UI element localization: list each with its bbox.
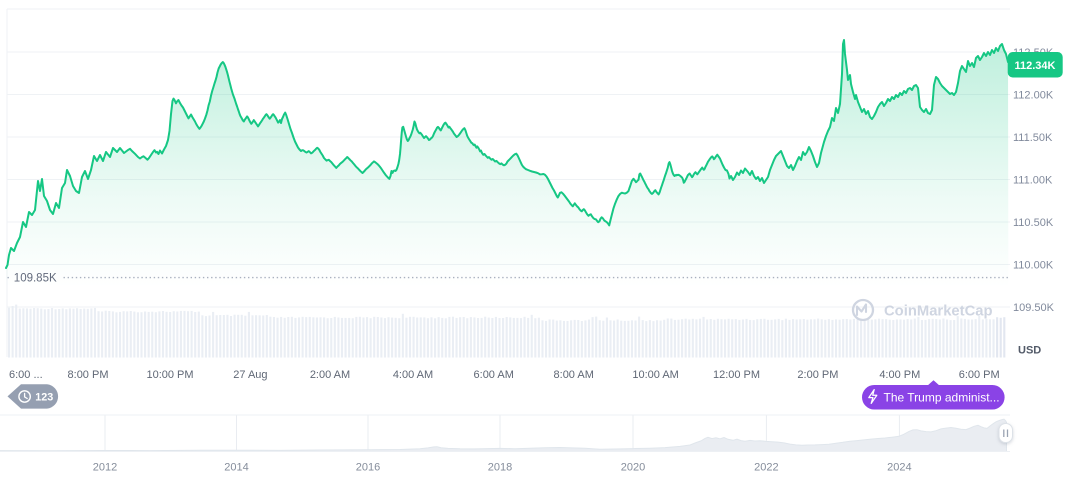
svg-text:The Trump administ...: The Trump administ... bbox=[884, 390, 1000, 404]
svg-text:110.50K: 110.50K bbox=[1013, 217, 1054, 229]
svg-text:109.85K: 109.85K bbox=[14, 273, 57, 285]
svg-text:2018: 2018 bbox=[488, 462, 512, 474]
svg-text:10:00 AM: 10:00 AM bbox=[632, 369, 678, 381]
svg-text:2020: 2020 bbox=[621, 462, 645, 474]
svg-text:112.34K: 112.34K bbox=[1015, 60, 1056, 72]
svg-text:2012: 2012 bbox=[93, 462, 117, 474]
svg-text:123: 123 bbox=[35, 391, 53, 403]
svg-text:2:00 AM: 2:00 AM bbox=[310, 369, 350, 381]
svg-text:2024: 2024 bbox=[887, 462, 911, 474]
svg-text:8:00 PM: 8:00 PM bbox=[68, 369, 109, 381]
svg-text:CoinMarketCap: CoinMarketCap bbox=[884, 304, 993, 320]
svg-text:109.50K: 109.50K bbox=[1013, 302, 1055, 314]
svg-text:2:00 PM: 2:00 PM bbox=[797, 369, 838, 381]
svg-text:6:00 AM: 6:00 AM bbox=[474, 369, 514, 381]
svg-text:111.00K: 111.00K bbox=[1013, 174, 1053, 186]
svg-text:6:00 PM: 6:00 PM bbox=[959, 369, 1000, 381]
svg-text:111.50K: 111.50K bbox=[1013, 132, 1053, 144]
svg-text:2022: 2022 bbox=[754, 462, 778, 474]
svg-text:USD: USD bbox=[1018, 344, 1041, 356]
svg-text:12:00 PM: 12:00 PM bbox=[713, 369, 760, 381]
svg-text:112.00K: 112.00K bbox=[1013, 89, 1054, 101]
svg-text:2014: 2014 bbox=[224, 462, 248, 474]
svg-text:4:00 PM: 4:00 PM bbox=[879, 369, 920, 381]
svg-text:27 Aug: 27 Aug bbox=[233, 369, 267, 381]
svg-text:10:00 PM: 10:00 PM bbox=[146, 369, 193, 381]
svg-text:2016: 2016 bbox=[356, 462, 380, 474]
svg-text:110.00K: 110.00K bbox=[1013, 259, 1054, 271]
svg-text:6:00 ...: 6:00 ... bbox=[9, 369, 43, 381]
svg-text:4:00 AM: 4:00 AM bbox=[393, 369, 433, 381]
svg-text:8:00 AM: 8:00 AM bbox=[554, 369, 594, 381]
